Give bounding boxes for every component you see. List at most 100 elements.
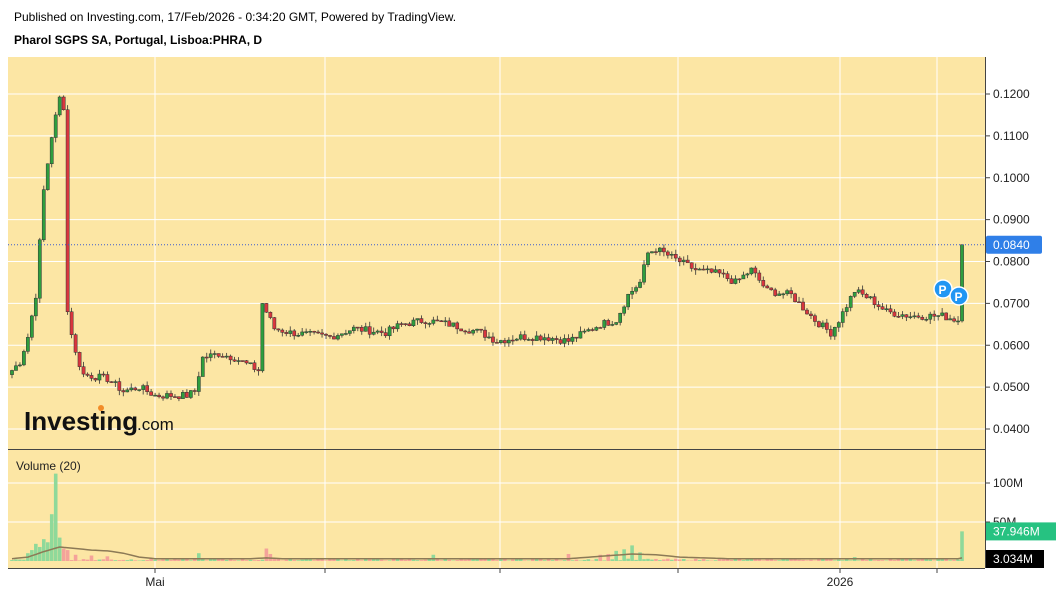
- candle: [431, 316, 436, 326]
- candle: [14, 361, 18, 371]
- volume-bar: [113, 560, 118, 561]
- candle: [840, 308, 845, 328]
- p-marker-1[interactable]: P: [933, 279, 953, 299]
- candle: [177, 396, 181, 402]
- candle: [499, 339, 503, 345]
- last-volume-badge: 37.946M: [986, 522, 1056, 541]
- candle-body: [328, 335, 332, 337]
- candle: [248, 362, 253, 365]
- candle: [113, 379, 118, 387]
- candle: [510, 335, 515, 345]
- candle-body: [359, 326, 364, 332]
- candle: [483, 326, 487, 341]
- volume-pane[interactable]: [8, 450, 985, 568]
- candle: [737, 278, 742, 283]
- candle-body: [208, 353, 213, 358]
- candle-body: [817, 321, 821, 328]
- volume-bar: [296, 560, 300, 561]
- volume-bar: [733, 558, 738, 561]
- candle: [220, 353, 225, 358]
- candle-body: [129, 387, 134, 391]
- volume-bar: [65, 550, 70, 561]
- candle: [77, 351, 82, 371]
- candle-body: [403, 323, 408, 325]
- candle: [479, 328, 483, 333]
- volume-bar: [415, 560, 420, 561]
- volume-bar: [363, 559, 368, 561]
- p-marker-2[interactable]: P: [949, 286, 969, 306]
- candle: [630, 287, 634, 300]
- volume-bar: [248, 559, 253, 561]
- candle-body: [737, 278, 742, 281]
- volume-bar: [348, 560, 352, 561]
- candle-body: [419, 318, 424, 323]
- candle-body: [10, 370, 14, 375]
- candle-body: [507, 339, 511, 344]
- volume-bar: [336, 559, 340, 561]
- candle-body: [932, 313, 937, 317]
- volume-bar: [419, 560, 424, 561]
- candle: [793, 292, 797, 303]
- candle-body: [22, 351, 26, 366]
- candle-body: [578, 331, 583, 339]
- time-axis-ticks: Mai 2026: [145, 568, 938, 589]
- candle-body: [805, 309, 809, 315]
- volume-bar: [693, 558, 698, 561]
- candle-body: [785, 290, 789, 295]
- volume-bar: [769, 559, 774, 561]
- volume-bar: [252, 560, 257, 561]
- candle: [49, 136, 54, 168]
- candle: [252, 360, 257, 373]
- volume-bar: [777, 560, 781, 561]
- candle-body: [232, 359, 237, 362]
- candle: [268, 311, 273, 320]
- candle: [908, 312, 913, 320]
- volume-bar: [634, 559, 638, 561]
- volume-bar: [844, 559, 849, 561]
- volume-bar: [916, 559, 921, 561]
- candle-body: [868, 296, 873, 299]
- candle-body: [876, 304, 881, 307]
- volume-bar: [224, 559, 229, 561]
- candle: [53, 111, 58, 143]
- volume-bar: [459, 558, 463, 561]
- candle-body: [200, 356, 205, 377]
- candle-body: [340, 333, 344, 336]
- volume-bar: [379, 559, 384, 561]
- volume-bar: [308, 559, 312, 561]
- candle: [904, 314, 909, 322]
- volume-bar: [713, 560, 718, 561]
- volume-bar: [825, 558, 829, 561]
- volume-bar: [193, 559, 197, 561]
- volume-bar: [312, 560, 316, 561]
- volume-bar: [149, 558, 153, 561]
- candle-body: [745, 273, 750, 276]
- candle: [821, 320, 825, 329]
- volume-bar: [940, 558, 944, 561]
- candle: [658, 247, 662, 256]
- candle: [514, 337, 519, 342]
- candle-body: [85, 373, 90, 376]
- volume-bar: [463, 559, 467, 561]
- volume-bar: [614, 550, 618, 561]
- candle: [642, 260, 646, 285]
- candle-body: [18, 364, 22, 367]
- volume-bar: [542, 560, 547, 561]
- volume-bar: [749, 559, 754, 561]
- candle-body: [487, 336, 491, 339]
- candle-body: [109, 381, 114, 383]
- volume-bar: [765, 559, 770, 561]
- candle: [200, 356, 205, 377]
- volume-bar: [534, 559, 539, 561]
- candle-body: [781, 293, 785, 296]
- candle: [729, 275, 734, 285]
- candle: [924, 316, 929, 322]
- volume-bar: [145, 560, 149, 561]
- candle-body: [387, 326, 392, 337]
- volume-bar: [121, 559, 126, 561]
- volume-bar: [757, 558, 762, 561]
- candle-body: [626, 293, 630, 308]
- price-pane[interactable]: [8, 57, 985, 449]
- candle: [85, 372, 90, 378]
